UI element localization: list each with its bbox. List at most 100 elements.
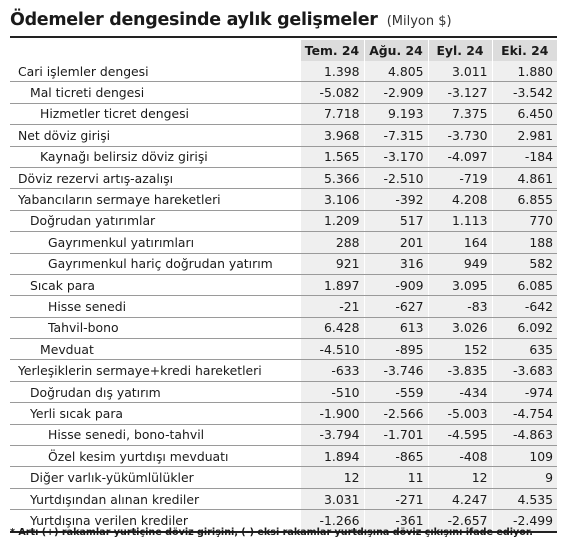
- value-cell: -559: [363, 381, 428, 404]
- value-cell: 921: [299, 253, 364, 275]
- value-cell: 9: [491, 466, 557, 489]
- value-cell: -909: [363, 274, 428, 297]
- row-label: Yurtdışına verilen krediler: [10, 509, 300, 533]
- value-cell: 7.718: [299, 103, 364, 126]
- value-cell: -5.082: [299, 81, 364, 104]
- row-label: Hizmetler ticret dengesi: [10, 103, 300, 126]
- value-cell: -434: [427, 381, 492, 404]
- value-cell: -974: [491, 381, 557, 404]
- value-cell: -1.701: [363, 424, 428, 447]
- table-row: Yabancıların sermaye hareketleri 3.106 -39…: [10, 188, 557, 211]
- value-cell: 288: [299, 231, 364, 254]
- balance-of-payments-table: Tem. 24 Ağu. 24 Eyl. 24 Eki. 24 Cari işl…: [10, 40, 557, 533]
- row-label: Yabancıların sermaye hareketleri: [10, 188, 300, 211]
- table-row: Doğrudan yatırımlar 1.209 517 1.113 770: [10, 210, 557, 233]
- table-row: Yerli sıcak para -1.900 -2.566 -5.003 -4.754: [10, 402, 557, 425]
- value-cell: -7.315: [363, 124, 428, 147]
- value-cell: 201: [363, 231, 428, 254]
- value-cell: -4.595: [427, 424, 492, 447]
- value-cell: -4.510: [299, 338, 364, 361]
- value-cell: 164: [427, 231, 492, 254]
- row-label: Özel kesim yurtdışı mevduatı: [10, 445, 300, 468]
- row-label: Net döviz girişi: [10, 124, 300, 147]
- title-divider: [10, 36, 557, 38]
- value-cell: -2.566: [363, 402, 428, 425]
- value-cell: -2.657: [427, 509, 492, 533]
- value-cell: -627: [363, 295, 428, 318]
- table-row: Tahvil-bono 6.428 613 3.026 6.092: [10, 317, 557, 340]
- row-label: Hisse senedi, bono-tahvil: [10, 424, 300, 447]
- value-cell: 152: [427, 338, 492, 361]
- table-row: Yerleşiklerin sermaye+kredi hareketleri -…: [10, 359, 557, 382]
- table-row: Gayrımenkul hariç doğrudan yatırım 921 316…: [10, 253, 557, 275]
- value-cell: 7.375: [427, 103, 492, 126]
- value-cell: -361: [363, 509, 428, 533]
- row-label: Yerli sıcak para: [10, 402, 300, 425]
- value-cell: 3.095: [427, 274, 492, 297]
- value-cell: 635: [491, 338, 557, 361]
- value-cell: 1.565: [299, 146, 364, 168]
- value-cell: -2.510: [363, 167, 428, 190]
- value-cell: 6.855: [491, 188, 557, 211]
- row-label: Doğrudan dış yatırım: [10, 381, 300, 404]
- row-label: Kaynağı belirsiz döviz girişi: [10, 146, 300, 168]
- row-label: Sıcak para: [10, 274, 300, 297]
- row-label: Hisse senedi: [10, 295, 300, 318]
- value-cell: -21: [299, 295, 364, 318]
- value-cell: 6.085: [491, 274, 557, 297]
- table-row: Doğrudan dış yatırım -510 -559 -434 -974: [10, 381, 557, 404]
- value-cell: -895: [363, 338, 428, 361]
- value-cell: 1.398: [299, 61, 364, 83]
- value-cell: -4.097: [427, 146, 492, 168]
- value-cell: -4.863: [491, 424, 557, 447]
- value-cell: -3.127: [427, 81, 492, 104]
- title-unit: (Milyon $): [386, 14, 452, 29]
- row-label: Diğer varlık-yükümlülükler: [10, 466, 300, 489]
- row-label: Yerleşiklerin sermaye+kredi hareketleri: [10, 359, 300, 382]
- value-cell: -4.754: [491, 402, 557, 425]
- value-cell: 1.113: [427, 210, 492, 233]
- value-cell: -642: [491, 295, 557, 318]
- row-label: Yurtdışından alınan krediler: [10, 488, 300, 511]
- value-cell: 4.247: [427, 488, 492, 511]
- table-row: Diğer varlık-yükümlülükler 12 11 12 9: [10, 466, 557, 489]
- table-row: Gayrımenkul yatırımları 288 201 164 188: [10, 231, 557, 254]
- table-row: Cari işlemler dengesi 1.398 4.805 3.011 1.88…: [10, 61, 557, 83]
- value-cell: 4.805: [363, 61, 428, 83]
- value-cell: -3.170: [363, 146, 428, 168]
- column-header: Eyl. 24: [427, 40, 492, 61]
- header-row: Tem. 24 Ağu. 24 Eyl. 24 Eki. 24: [10, 40, 557, 61]
- table-row: Özel kesim yurtdışı mevduatı 1.894 -865 -40…: [10, 445, 557, 468]
- value-cell: 770: [491, 210, 557, 233]
- page-title: Ödemeler dengesinde aylık gelişmeler (Mi…: [10, 6, 452, 34]
- footnote: * Artı (+) rakamlar yurtiçine döviz giri…: [10, 527, 533, 538]
- table-row: Mal ticreti dengesi -5.082 -2.909 -3.127 -3.…: [10, 81, 557, 104]
- value-cell: 3.011: [427, 61, 492, 83]
- value-cell: 5.366: [299, 167, 364, 190]
- table-row: Hisse senedi, bono-tahvil -3.794 -1.701 -4.…: [10, 424, 557, 447]
- value-cell: 9.193: [363, 103, 428, 126]
- row-label: Mal ticreti dengesi: [10, 81, 300, 104]
- value-cell: -1.266: [299, 509, 364, 533]
- column-header: Ağu. 24: [363, 40, 428, 61]
- row-label: Doğrudan yatırımlar: [10, 210, 300, 233]
- header-label-cell: [10, 40, 300, 61]
- value-cell: 4.861: [491, 167, 557, 190]
- table-row: Hisse senedi -21 -627 -83 -642: [10, 295, 557, 318]
- value-cell: 3.026: [427, 317, 492, 340]
- value-cell: -3.683: [491, 359, 557, 382]
- table-row: Kaynağı belirsiz döviz girişi 1.565 -3.170…: [10, 146, 557, 168]
- value-cell: 3.106: [299, 188, 364, 211]
- value-cell: 582: [491, 253, 557, 275]
- value-cell: 1.894: [299, 445, 364, 468]
- value-cell: -5.003: [427, 402, 492, 425]
- value-cell: -83: [427, 295, 492, 318]
- table-row: Mevduat -4.510 -895 152 635: [10, 338, 557, 361]
- table-row: Sıcak para 1.897 -909 3.095 6.085: [10, 274, 557, 297]
- value-cell: -3.542: [491, 81, 557, 104]
- row-label: Gayrımenkul hariç doğrudan yatırım: [10, 253, 300, 275]
- value-cell: 188: [491, 231, 557, 254]
- value-cell: -3.794: [299, 424, 364, 447]
- table-row: Yurtdışından alınan krediler 3.031 -271 4.2…: [10, 488, 557, 511]
- row-label: Mevduat: [10, 338, 300, 361]
